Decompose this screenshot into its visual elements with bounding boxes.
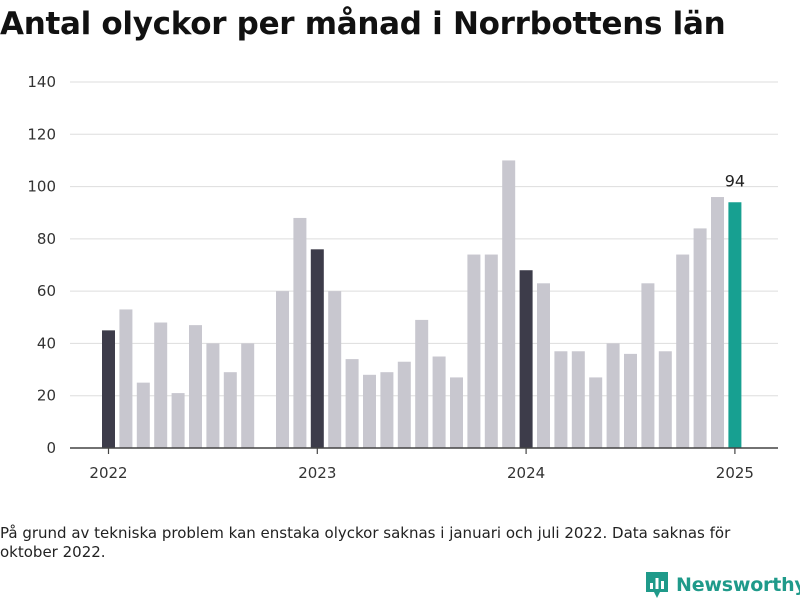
- bar: [328, 291, 341, 448]
- bar-chart-badge-icon: [644, 570, 670, 600]
- bar: [676, 255, 689, 448]
- bar: [467, 255, 480, 448]
- bar: [241, 343, 254, 448]
- brand-name: Newsworthy: [676, 574, 800, 596]
- bar: [659, 351, 672, 448]
- value-labels: 94: [725, 171, 745, 190]
- chart-title: Antal olyckor per månad i Norrbottens lä…: [0, 6, 725, 42]
- bar: [694, 228, 707, 448]
- y-tick-label: 120: [27, 125, 56, 143]
- bar: [450, 377, 463, 448]
- footnote: På grund av tekniska problem kan enstaka…: [0, 524, 790, 562]
- brand-logo[interactable]: Newsworthy: [644, 570, 800, 600]
- y-tick-label: 20: [37, 387, 56, 405]
- x-tick-label: 2022: [89, 464, 127, 482]
- bar: [641, 283, 654, 448]
- bar: [102, 330, 115, 448]
- bar: [624, 354, 637, 448]
- bar: [589, 377, 602, 448]
- bar: [398, 362, 411, 448]
- bar: [293, 218, 306, 448]
- y-axis-ticks: 0 20 40 60 80 100 120 140: [27, 73, 56, 457]
- x-tick-label: 2024: [507, 464, 545, 482]
- bar: [380, 372, 393, 448]
- bar: [415, 320, 428, 448]
- y-tick-label: 100: [27, 178, 56, 196]
- bar: [572, 351, 585, 448]
- bar: [224, 372, 237, 448]
- bar: [172, 393, 185, 448]
- bars: [102, 160, 741, 448]
- bar: [276, 291, 289, 448]
- x-axis-ticks: 2022 2023 2024 2025: [89, 448, 754, 482]
- bar: [433, 357, 446, 449]
- bar: [728, 202, 741, 448]
- bar: [346, 359, 359, 448]
- y-tick-label: 60: [37, 282, 56, 300]
- bar: [137, 383, 150, 448]
- bar: [206, 343, 219, 448]
- x-tick-label: 2025: [716, 464, 754, 482]
- y-tick-label: 40: [37, 334, 56, 352]
- bar-value-label: 94: [725, 171, 745, 190]
- bar: [363, 375, 376, 448]
- bar: [537, 283, 550, 448]
- y-tick-label: 80: [37, 230, 56, 248]
- bar: [119, 309, 132, 448]
- bar: [711, 197, 724, 448]
- bar: [485, 255, 498, 448]
- bar: [502, 160, 515, 448]
- bar: [554, 351, 567, 448]
- bar: [607, 343, 620, 448]
- bar-chart: 0 20 40 60 80 100 120 140 2022 2023 2024 2025 94: [0, 60, 800, 490]
- y-tick-label: 140: [27, 73, 56, 91]
- x-tick-label: 2023: [298, 464, 336, 482]
- bar: [311, 249, 324, 448]
- bar: [520, 270, 533, 448]
- bar: [154, 323, 167, 448]
- y-tick-label: 0: [46, 439, 56, 457]
- bar: [189, 325, 202, 448]
